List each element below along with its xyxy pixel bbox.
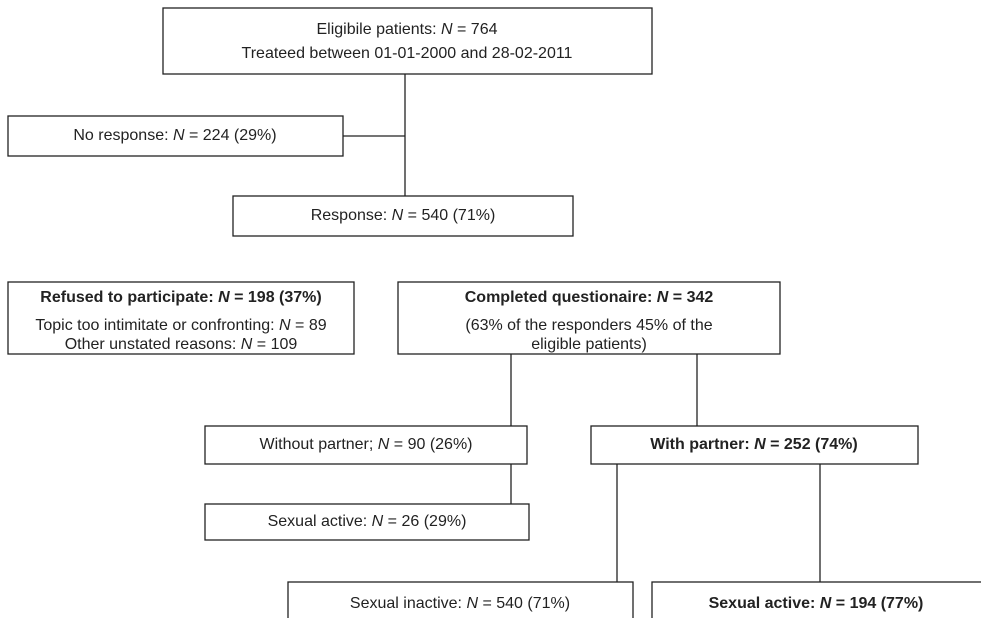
box <box>397 281 781 355</box>
text-part: Other unstated reasons: <box>65 336 241 353</box>
text-part: = 198 (37%) <box>230 289 322 306</box>
node-text: Treateed between 01-01-2000 and 28-02-20… <box>242 45 573 62</box>
text-part: N <box>392 207 404 224</box>
box <box>204 425 528 465</box>
node-text: Sexual active: N = 194 (77%) <box>709 595 924 612</box>
box <box>287 581 634 618</box>
text-part: N <box>466 595 478 612</box>
node-text: With partner: N = 252 (74%) <box>650 436 857 453</box>
node-text: Topic too intimitate or confronting: N =… <box>35 317 326 334</box>
text-part: N <box>820 595 832 612</box>
text-part: N <box>279 317 291 334</box>
text-part: = 109 <box>252 336 297 353</box>
text-part: N <box>372 513 384 530</box>
node-text: No response: N = 224 (29%) <box>73 127 276 144</box>
box <box>232 195 574 237</box>
node-text: Response: N = 540 (71%) <box>311 207 496 224</box>
text-part: Without partner; <box>260 436 378 453</box>
box <box>7 115 344 157</box>
box <box>590 425 919 465</box>
text-part: = 224 (29%) <box>185 127 277 144</box>
node-text: (63% of the responders 45% of the <box>465 317 712 334</box>
text-part: Sexual active: <box>268 513 372 530</box>
box <box>7 281 355 355</box>
text-part: Treateed between 01-01-2000 and 28-02-20… <box>242 45 573 62</box>
box <box>651 581 981 618</box>
box <box>162 7 653 75</box>
node-text: Sexual active: N = 26 (29%) <box>268 513 467 530</box>
text-part: (63% of the responders 45% of the <box>465 317 712 334</box>
text-part: Response: <box>311 207 392 224</box>
text-part: Completed questionaire: <box>465 289 657 306</box>
text-part: Sexual active: <box>709 595 820 612</box>
text-part: = 90 (26%) <box>389 436 472 453</box>
text-part: N <box>218 289 230 306</box>
text-part: N <box>657 289 669 306</box>
text-part: = 194 (77%) <box>831 595 923 612</box>
text-part: = 89 <box>291 317 327 334</box>
node-text: Completed questionaire: N = 342 <box>465 289 714 306</box>
text-part: With partner: <box>650 436 754 453</box>
node-text: eligible patients) <box>531 336 647 353</box>
text-part: eligible patients) <box>531 336 647 353</box>
node-text: Refused to participate: N = 198 (37%) <box>40 289 321 306</box>
text-part: No response: <box>73 127 173 144</box>
node-text: Without partner; N = 90 (26%) <box>260 436 473 453</box>
text-part: N <box>754 436 766 453</box>
text-part: = 252 (74%) <box>766 436 858 453</box>
text-part: = 540 (71%) <box>478 595 570 612</box>
text-part: N <box>173 127 185 144</box>
text-part: Topic too intimitate or confronting: <box>35 317 279 334</box>
text-part: = 342 <box>668 289 713 306</box>
text-part: N <box>378 436 390 453</box>
text-part: = 764 <box>453 21 498 38</box>
text-part: Eligibile patients: <box>316 21 441 38</box>
text-part: Sexual inactive: <box>350 595 467 612</box>
text-part: = 26 (29%) <box>383 513 466 530</box>
text-part: N <box>441 21 453 38</box>
node-text: Other unstated reasons: N = 109 <box>65 336 298 353</box>
text-part: N <box>241 336 253 353</box>
text-part: Refused to participate: <box>40 289 218 306</box>
node-text: Sexual inactive: N = 540 (71%) <box>350 595 570 612</box>
text-part: = 540 (71%) <box>403 207 495 224</box>
box <box>204 503 530 541</box>
node-text: Eligibile patients: N = 764 <box>316 21 497 38</box>
